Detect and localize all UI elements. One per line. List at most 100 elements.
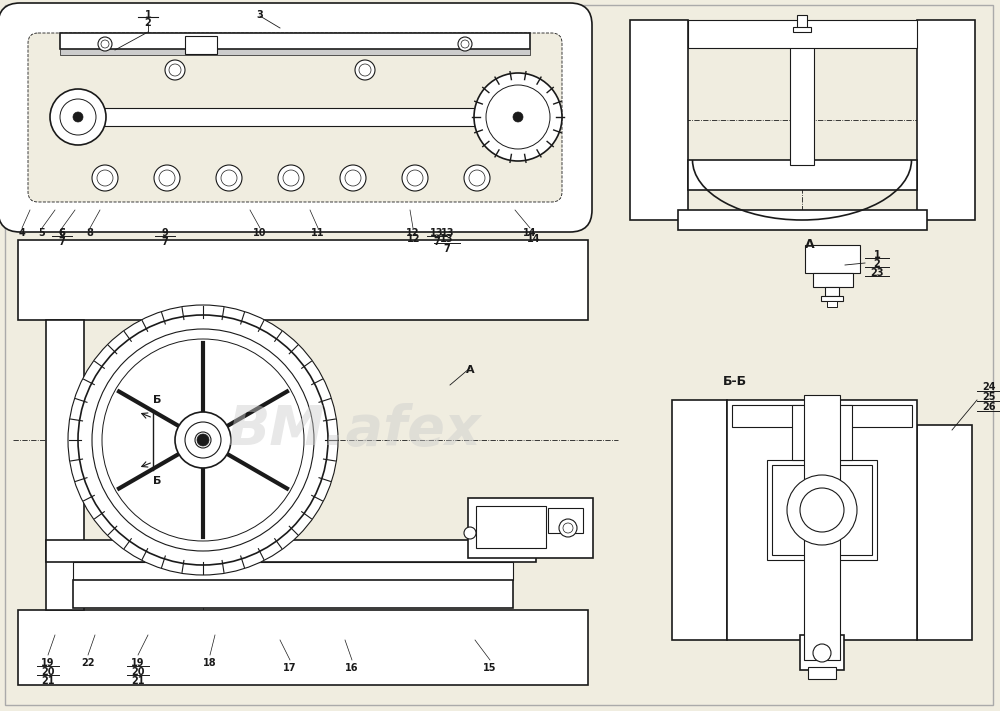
Text: 20: 20 <box>131 667 145 677</box>
Text: 12: 12 <box>406 228 420 238</box>
Circle shape <box>359 64 371 76</box>
Circle shape <box>469 170 485 186</box>
Text: 21: 21 <box>131 676 145 686</box>
Text: А: А <box>466 365 474 375</box>
Bar <box>46 540 536 562</box>
Text: 6: 6 <box>59 228 65 238</box>
Bar <box>18 240 588 320</box>
Bar <box>800 635 844 670</box>
Text: 25: 25 <box>982 392 996 402</box>
Circle shape <box>355 60 375 80</box>
Circle shape <box>461 40 469 48</box>
Circle shape <box>159 170 175 186</box>
Circle shape <box>60 99 96 135</box>
Circle shape <box>563 523 573 533</box>
Bar <box>804 395 840 660</box>
Text: 13: 13 <box>430 228 444 238</box>
Circle shape <box>464 165 490 191</box>
Text: 13: 13 <box>441 228 455 238</box>
Circle shape <box>813 644 831 662</box>
Circle shape <box>92 329 314 551</box>
Bar <box>825 287 839 296</box>
Circle shape <box>407 170 423 186</box>
Text: 17: 17 <box>283 663 297 673</box>
Text: 2: 2 <box>874 259 880 269</box>
Circle shape <box>513 112 523 122</box>
Circle shape <box>278 165 304 191</box>
Text: 8: 8 <box>87 228 93 238</box>
Text: BM.afex: BM.afex <box>228 403 482 457</box>
Circle shape <box>402 165 428 191</box>
Bar <box>808 667 836 679</box>
Text: 13: 13 <box>440 234 454 244</box>
Circle shape <box>185 422 221 458</box>
Text: 4: 4 <box>19 228 25 238</box>
Text: 21: 21 <box>41 676 55 686</box>
Text: 20: 20 <box>41 667 55 677</box>
Text: А: А <box>805 238 815 251</box>
Bar <box>805 245 860 273</box>
Circle shape <box>474 73 562 161</box>
Text: 7: 7 <box>162 237 168 247</box>
Text: Б: Б <box>153 476 161 486</box>
Circle shape <box>559 519 577 537</box>
Bar <box>790 30 814 165</box>
Bar <box>468 498 593 558</box>
Bar <box>813 273 853 287</box>
Text: 23: 23 <box>870 268 884 278</box>
Bar <box>688 160 917 190</box>
Circle shape <box>458 37 472 51</box>
Bar <box>917 425 972 640</box>
Bar <box>73 562 513 580</box>
Bar <box>727 400 917 640</box>
Bar <box>678 210 927 230</box>
Bar <box>772 465 872 555</box>
Circle shape <box>195 432 211 448</box>
Bar <box>797 15 807 31</box>
Circle shape <box>97 170 113 186</box>
Bar <box>672 400 727 640</box>
Circle shape <box>340 165 366 191</box>
Text: 19: 19 <box>131 658 145 668</box>
Text: 15: 15 <box>483 663 497 673</box>
Bar <box>630 20 688 220</box>
Circle shape <box>73 112 83 122</box>
Circle shape <box>50 89 106 145</box>
Text: 2: 2 <box>145 18 151 28</box>
Text: 18: 18 <box>203 658 217 668</box>
Bar <box>476 506 546 548</box>
Bar <box>793 27 811 32</box>
Circle shape <box>169 64 181 76</box>
Text: 11: 11 <box>311 228 325 238</box>
Circle shape <box>216 165 242 191</box>
Text: 10: 10 <box>253 228 267 238</box>
Circle shape <box>464 527 476 539</box>
Text: 14: 14 <box>523 228 537 238</box>
Circle shape <box>154 165 180 191</box>
Circle shape <box>78 315 328 565</box>
Bar <box>73 580 513 608</box>
Bar <box>688 20 917 48</box>
Text: 7: 7 <box>59 237 65 247</box>
Circle shape <box>221 170 237 186</box>
Text: 26: 26 <box>982 402 996 412</box>
Circle shape <box>283 170 299 186</box>
Circle shape <box>800 488 844 532</box>
Bar <box>60 49 530 55</box>
Text: 1: 1 <box>145 10 151 20</box>
FancyBboxPatch shape <box>28 33 562 202</box>
Circle shape <box>175 412 231 468</box>
Text: 22: 22 <box>81 658 95 668</box>
Circle shape <box>165 60 185 80</box>
Circle shape <box>345 170 361 186</box>
Text: 12: 12 <box>407 234 421 244</box>
Bar <box>767 460 877 560</box>
Bar <box>85 108 505 126</box>
Bar <box>821 296 843 301</box>
Text: 7: 7 <box>434 237 440 247</box>
Text: 3: 3 <box>257 10 263 20</box>
Circle shape <box>101 40 109 48</box>
Text: 9: 9 <box>162 228 168 238</box>
Circle shape <box>102 339 304 541</box>
Bar <box>792 405 852 460</box>
